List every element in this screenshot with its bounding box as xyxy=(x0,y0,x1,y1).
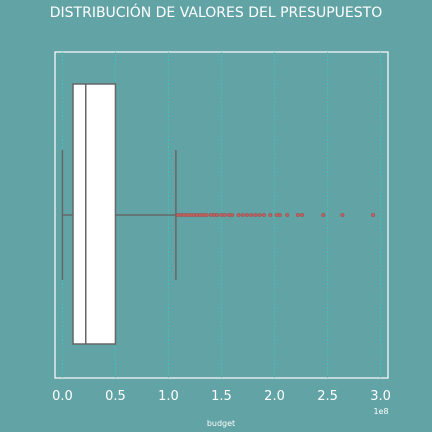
x-axis-label: budget xyxy=(207,419,235,428)
outlier-point xyxy=(285,212,290,217)
x-tick-label: 0.5 xyxy=(105,389,126,404)
outlier-point xyxy=(295,212,300,217)
x-tick-label: 1.5 xyxy=(211,389,232,404)
outlier-point xyxy=(204,212,209,217)
outlier-point xyxy=(240,212,245,217)
outlier-point xyxy=(244,212,249,217)
outlier-point xyxy=(268,212,273,217)
outlier-point xyxy=(236,212,241,217)
outlier-point xyxy=(300,212,305,217)
x-tick-label: 2.0 xyxy=(264,389,285,404)
box-group xyxy=(61,83,177,345)
outlier-point xyxy=(340,212,345,217)
outlier-point xyxy=(253,212,258,217)
x-offset-label: 1e8 xyxy=(373,407,388,416)
x-tick-label: 1.0 xyxy=(158,389,179,404)
x-tick-label: 0.0 xyxy=(52,389,73,404)
chart-title: DISTRIBUCIÓN DE VALORES DEL PRESUPUESTO xyxy=(50,3,383,21)
outlier-point xyxy=(249,212,254,217)
outlier-point xyxy=(261,212,266,217)
outlier-point xyxy=(215,212,220,217)
outliers-group xyxy=(176,212,376,217)
outlier-point xyxy=(321,212,326,217)
iqr-box xyxy=(72,83,117,345)
outlier-point xyxy=(257,212,262,217)
outlier-point xyxy=(371,212,376,217)
outlier-point xyxy=(222,212,227,217)
x-tick-label: 2.5 xyxy=(317,389,338,404)
outlier-point xyxy=(277,212,282,217)
outlier-point xyxy=(230,212,235,217)
x-ticks: 0.0 0.5 1.0 1.5 2.0 2.5 3.0 xyxy=(52,389,391,404)
x-tick-label: 3.0 xyxy=(370,389,391,404)
